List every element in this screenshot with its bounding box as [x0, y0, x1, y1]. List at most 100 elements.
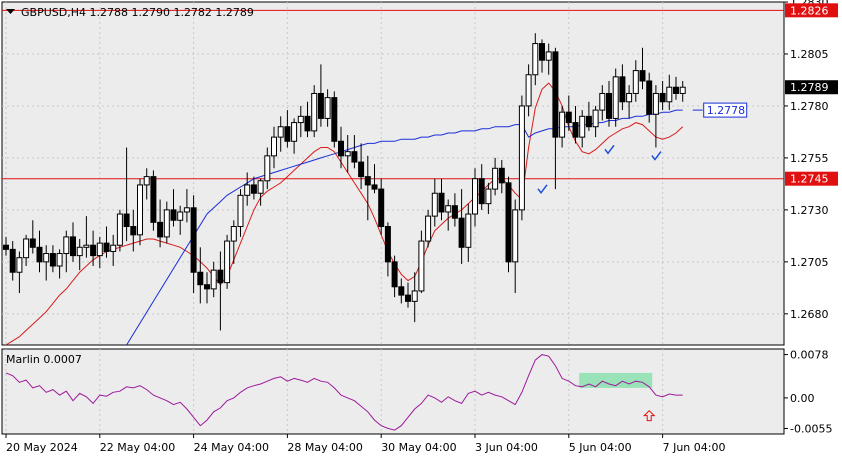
bull-candle	[512, 209, 519, 263]
level-tag-label: 1.2826	[790, 4, 829, 17]
bear-candle	[204, 284, 210, 290]
bear-candle	[438, 192, 445, 213]
bear-candle	[358, 161, 365, 178]
x-tick-label: 30 May 04:00	[381, 441, 456, 454]
bear-candle	[170, 209, 177, 221]
bull-candle	[626, 92, 633, 103]
bull-candle	[110, 244, 117, 252]
indicator-y-tick-label: -0.0055	[790, 422, 832, 435]
bull-candle	[559, 111, 566, 138]
bear-candle	[478, 178, 485, 205]
y-tick-label: 1.2755	[790, 152, 829, 165]
bear-candle	[391, 261, 398, 288]
price-tags: 1.2826 1.2745 1.2789 1.2778	[692, 3, 838, 186]
bull-candle	[210, 269, 217, 290]
bear-candle	[646, 80, 653, 115]
bull-candle	[344, 151, 351, 157]
bull-candle	[592, 109, 599, 128]
x-tick-label: 28 May 04:00	[287, 441, 362, 454]
bull-candle	[56, 253, 63, 267]
bull-candle	[532, 43, 539, 76]
bear-candle	[157, 221, 164, 238]
bear-candle	[331, 97, 338, 142]
bear-candle	[90, 244, 97, 257]
bull-candle	[143, 176, 150, 186]
triangle-down-icon[interactable]	[6, 9, 15, 14]
bull-candle	[137, 184, 143, 236]
bull-candle	[23, 238, 30, 259]
bull-candle	[472, 178, 478, 215]
bear-candle	[49, 253, 56, 267]
indicator-y-tick-label: 0.00	[790, 392, 815, 405]
x-tick-label: 5 Jun 04:00	[569, 441, 632, 454]
bull-candle	[418, 240, 425, 292]
oscillator	[5, 354, 683, 431]
y-tick-label: 1.2805	[790, 48, 829, 61]
current-price-label: 1.2789	[790, 81, 829, 94]
bull-candle	[83, 244, 90, 248]
indicator-label: Marlin 0.0007	[6, 353, 82, 366]
bull-candle	[277, 126, 284, 138]
bear-candle	[217, 269, 224, 284]
level-tag-label: 1.2745	[790, 173, 829, 186]
bull-candle	[224, 240, 231, 284]
x-tick-label: 20 May 2024	[6, 441, 78, 454]
bull-candle	[43, 253, 50, 263]
level-tag	[785, 3, 838, 18]
bull-candle	[599, 92, 606, 111]
bear-candle	[498, 167, 505, 184]
bear-candle	[351, 151, 358, 163]
current-price-tag	[785, 80, 838, 95]
ma-value-label: 1.2778	[707, 104, 746, 117]
bull-candle	[652, 92, 659, 115]
bull-candle	[679, 86, 686, 94]
x-tick-label: 7 Jun 04:00	[663, 441, 726, 454]
slow-ma-line	[126, 109, 683, 346]
bull-candle	[230, 226, 237, 242]
indicator-panel	[1, 348, 785, 435]
bull-candle	[411, 290, 418, 302]
bull-candle	[264, 155, 271, 182]
bear-candle	[371, 184, 378, 190]
bear-candle	[338, 140, 344, 157]
bull-candle	[271, 136, 277, 157]
bear-candle	[552, 51, 559, 138]
bull-candle	[257, 180, 264, 194]
fast-ma-line	[5, 82, 684, 346]
ma-value-tag	[703, 102, 748, 118]
bear-candle	[9, 248, 16, 273]
bear-candle	[250, 184, 257, 194]
bull-candle	[518, 105, 525, 211]
bear-candle	[123, 213, 130, 228]
bear-candle	[36, 246, 43, 263]
oscillator-line	[5, 354, 683, 431]
bull-candle	[163, 209, 170, 238]
bear-candle	[364, 176, 371, 186]
bear-candle	[539, 43, 545, 61]
bull-candle	[237, 194, 244, 228]
bull-candle	[244, 184, 251, 196]
bear-candle	[384, 226, 391, 263]
bear-candle	[405, 294, 411, 302]
y-tick-label: 1.2680	[790, 308, 829, 321]
bull-candle	[76, 246, 83, 257]
check-mark-icon	[604, 144, 615, 155]
bear-candle	[103, 242, 110, 252]
x-tick-label: 22 May 04:00	[100, 441, 175, 454]
bear-candle	[190, 207, 197, 273]
bull-candle	[492, 167, 499, 190]
bull-candle	[116, 213, 123, 246]
bull-candle	[612, 76, 619, 119]
check-mark-icon	[537, 184, 548, 195]
bear-candle	[70, 236, 76, 257]
bear-candle	[284, 126, 291, 142]
bull-candle	[431, 192, 438, 217]
bull-candle	[297, 115, 304, 124]
x-tick-label: 24 May 04:00	[194, 441, 269, 454]
bull-candle	[666, 86, 673, 103]
bear-candle	[458, 217, 465, 248]
annotation-marks	[537, 144, 662, 195]
bull-candle	[324, 97, 331, 119]
level-tag	[785, 171, 838, 186]
